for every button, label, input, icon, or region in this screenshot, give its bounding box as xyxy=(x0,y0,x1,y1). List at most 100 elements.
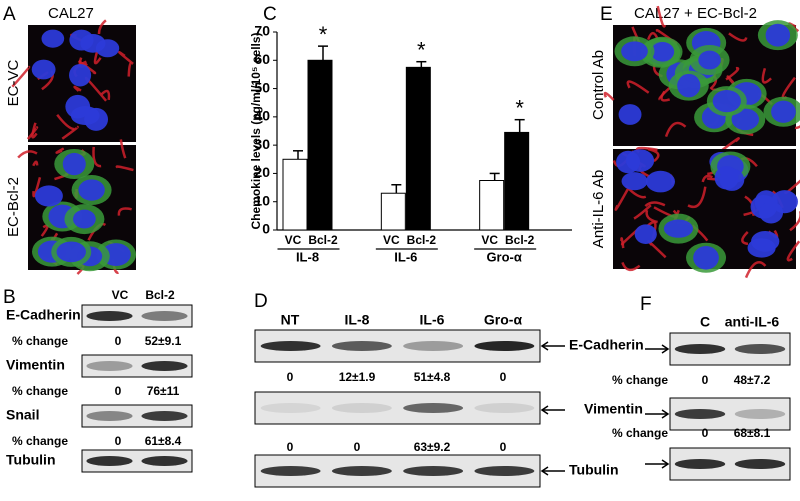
band xyxy=(260,341,321,351)
western-blot: NT IL-8 IL-6 Gro-α E-Cadherin 0 12±1.9 51±4.8 0 V… xyxy=(254,312,644,488)
bar xyxy=(479,180,505,231)
micrograph xyxy=(17,139,137,275)
band xyxy=(141,361,188,371)
change-value: 0 xyxy=(115,384,122,398)
y-tick-label: 20 xyxy=(254,164,270,180)
change-value: 52±9.1 xyxy=(145,334,182,348)
panel-label: D xyxy=(254,291,268,312)
membrane xyxy=(789,211,800,232)
nucleus xyxy=(78,179,105,201)
nucleus xyxy=(621,41,648,62)
membrane xyxy=(741,231,749,246)
significance-marker: * xyxy=(319,22,328,47)
band xyxy=(403,466,464,476)
band xyxy=(403,403,464,413)
membrane xyxy=(626,80,650,94)
membrane xyxy=(117,207,132,216)
membrane xyxy=(97,19,107,35)
band xyxy=(331,466,392,476)
column-label: VC xyxy=(112,288,129,302)
membrane xyxy=(56,113,75,131)
nucleus xyxy=(693,246,719,270)
column-label: anti-IL-6 xyxy=(725,314,780,330)
nucleus xyxy=(34,185,63,207)
arrow-head xyxy=(661,409,670,419)
protein-label: Vimentin xyxy=(6,357,65,373)
band xyxy=(403,341,464,351)
y-tick-label: 0 xyxy=(262,221,270,237)
change-value: 0 xyxy=(500,370,507,384)
change-value: 68±8.1 xyxy=(734,426,771,440)
bar-label: VC xyxy=(383,233,400,247)
change-value: 0 xyxy=(287,440,294,454)
y-tick-label: 30 xyxy=(254,136,270,152)
y-axis-label: Chemokine levels (pg/ml/10⁵ cells) xyxy=(249,32,263,229)
band xyxy=(331,403,392,413)
nucleus xyxy=(747,238,776,258)
membrane xyxy=(725,66,740,81)
column-label: NT xyxy=(281,312,300,328)
membrane xyxy=(786,240,800,262)
change-value: 51±4.8 xyxy=(414,370,451,384)
nucleus xyxy=(62,152,86,176)
membrane xyxy=(644,201,666,208)
panel-label: B xyxy=(3,287,16,308)
membrane xyxy=(620,237,625,249)
change-value: 63±9.2 xyxy=(414,440,451,454)
membrane xyxy=(32,176,42,198)
change-value: 0 xyxy=(702,373,709,387)
bar xyxy=(307,59,333,231)
membrane xyxy=(728,32,748,42)
nucleus xyxy=(618,104,642,125)
band xyxy=(141,311,188,321)
band xyxy=(86,411,133,421)
membrane xyxy=(645,209,658,224)
arrow-head xyxy=(661,459,670,469)
membrane xyxy=(11,65,31,88)
membrane xyxy=(761,67,772,84)
membrane xyxy=(118,50,134,65)
column-label: Bcl-2 xyxy=(145,288,175,302)
blot-strip xyxy=(81,449,193,473)
nucleus xyxy=(698,50,721,70)
change-value: 61±8.4 xyxy=(145,434,182,448)
nucleus xyxy=(41,29,65,48)
x-tick-label: Gro-α xyxy=(486,249,521,264)
nucleus xyxy=(677,73,701,98)
nucleus xyxy=(80,34,106,53)
band xyxy=(474,466,535,476)
x-tick-label: IL-6 xyxy=(394,249,417,264)
y-tick-label: 60 xyxy=(254,51,270,67)
bar xyxy=(405,66,431,231)
change-value: 0 xyxy=(702,426,709,440)
significance-marker: * xyxy=(515,95,524,120)
column-label: Gro-α xyxy=(484,312,523,328)
membrane xyxy=(633,204,652,220)
significance-marker: * xyxy=(417,38,426,63)
y-tick-label: 40 xyxy=(254,108,270,124)
nucleus xyxy=(645,170,676,193)
band xyxy=(474,341,535,351)
bar-label: Bcl-2 xyxy=(308,233,338,247)
band xyxy=(474,403,535,413)
band xyxy=(141,411,188,421)
band xyxy=(734,344,786,354)
micrograph xyxy=(603,5,800,156)
membrane xyxy=(119,139,127,159)
panel-title: CAL27 xyxy=(48,5,94,22)
x-tick-label: IL-8 xyxy=(296,249,319,264)
membrane xyxy=(92,146,102,168)
band xyxy=(260,466,321,476)
protein-label: Snail xyxy=(6,407,39,423)
nucleus xyxy=(31,59,56,80)
change-value: 0 xyxy=(287,370,294,384)
band xyxy=(331,341,392,351)
band xyxy=(86,361,133,371)
protein-label: E-Cadherin xyxy=(569,337,644,353)
protein-label: Tubulin xyxy=(569,462,619,478)
nucleus xyxy=(56,241,86,263)
nucleus xyxy=(663,219,694,238)
band xyxy=(674,459,726,469)
